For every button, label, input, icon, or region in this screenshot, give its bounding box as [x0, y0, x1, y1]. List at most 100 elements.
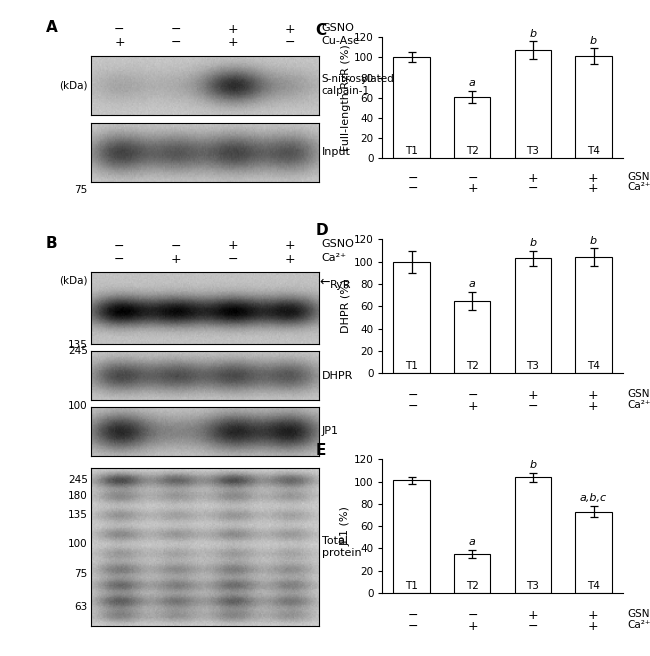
Text: +: + — [228, 23, 239, 36]
Bar — [454, 300, 491, 373]
Bar — [575, 257, 612, 373]
Bar — [393, 480, 430, 593]
Bar — [393, 58, 430, 158]
Text: S-nitrosylated
calpain-1: S-nitrosylated calpain-1 — [322, 75, 395, 96]
Text: Ca²⁺: Ca²⁺ — [322, 253, 346, 262]
Text: a: a — [469, 78, 476, 88]
Text: +: + — [467, 400, 478, 413]
Text: b: b — [590, 236, 597, 245]
Bar — [515, 258, 551, 373]
Text: E: E — [315, 443, 326, 458]
Text: +: + — [588, 389, 598, 402]
Text: −: − — [408, 400, 418, 413]
Text: +: + — [228, 239, 239, 253]
Text: +: + — [114, 36, 125, 49]
Text: 245: 245 — [68, 346, 88, 356]
Text: 245: 245 — [68, 476, 88, 485]
Text: +: + — [588, 609, 598, 622]
Text: T3: T3 — [526, 581, 539, 591]
Bar — [393, 262, 430, 373]
Bar — [454, 96, 491, 158]
Text: −: − — [171, 36, 181, 49]
Text: −: − — [114, 239, 125, 253]
Bar — [515, 477, 551, 593]
Y-axis label: Full-length RyR (%): Full-length RyR (%) — [341, 44, 351, 151]
Text: 180: 180 — [68, 491, 88, 501]
Text: −: − — [408, 182, 418, 195]
Text: C: C — [315, 23, 326, 38]
Text: 63: 63 — [75, 602, 88, 613]
Text: +: + — [588, 620, 598, 633]
Text: D: D — [315, 224, 328, 238]
Text: RyR: RyR — [330, 280, 352, 291]
Text: JP1: JP1 — [322, 426, 339, 436]
Text: 100: 100 — [68, 539, 88, 549]
Text: a: a — [469, 279, 476, 289]
Text: b: b — [529, 238, 536, 248]
Text: T3: T3 — [526, 361, 539, 371]
Text: 135: 135 — [68, 510, 88, 520]
Text: Ca²⁺: Ca²⁺ — [627, 182, 650, 192]
Y-axis label: DHPR (%): DHPR (%) — [341, 279, 351, 333]
Text: +: + — [588, 182, 598, 195]
Text: (kDa): (kDa) — [59, 80, 88, 91]
Text: −: − — [408, 389, 418, 402]
Text: −: − — [408, 620, 418, 633]
Text: −: − — [467, 609, 478, 622]
Text: (kDa): (kDa) — [59, 276, 88, 285]
Text: +: + — [285, 253, 295, 266]
Text: T2: T2 — [466, 361, 478, 371]
Text: b: b — [529, 460, 536, 470]
Bar — [454, 554, 491, 593]
Text: Input: Input — [322, 147, 350, 157]
Text: −: − — [527, 400, 538, 413]
Text: +: + — [467, 620, 478, 633]
Bar — [575, 56, 612, 158]
Text: GSNO: GSNO — [322, 239, 355, 249]
Text: b: b — [529, 29, 536, 39]
Text: −: − — [408, 173, 418, 185]
Text: b: b — [590, 36, 597, 46]
Text: −: − — [285, 36, 295, 49]
Text: ←: ← — [320, 276, 330, 289]
Text: GSNO: GSNO — [322, 23, 355, 33]
Text: −: − — [171, 23, 181, 36]
Text: +: + — [588, 400, 598, 413]
Text: T1: T1 — [405, 361, 418, 371]
Text: +: + — [527, 389, 538, 402]
Text: +: + — [467, 182, 478, 195]
Bar — [515, 51, 551, 158]
Y-axis label: JP1 (%): JP1 (%) — [341, 506, 351, 546]
Text: −: − — [527, 182, 538, 195]
Text: T4: T4 — [587, 581, 600, 591]
Text: −: − — [467, 389, 478, 402]
Text: a,b,c: a,b,c — [580, 493, 607, 503]
Text: Ca²⁺: Ca²⁺ — [627, 400, 650, 410]
Text: B: B — [46, 236, 57, 251]
Text: T2: T2 — [466, 146, 478, 156]
Text: Ca²⁺: Ca²⁺ — [627, 620, 650, 630]
Text: a: a — [469, 537, 476, 546]
Text: 75: 75 — [75, 569, 88, 579]
Text: T1: T1 — [405, 581, 418, 591]
Text: T3: T3 — [526, 146, 539, 156]
Bar — [575, 512, 612, 593]
Text: DHPR: DHPR — [322, 371, 353, 380]
Text: +: + — [527, 609, 538, 622]
Text: −: − — [467, 173, 478, 185]
Text: 75: 75 — [75, 185, 88, 195]
Text: −: − — [171, 239, 181, 253]
Text: +: + — [285, 23, 295, 36]
Text: Cu-Asc: Cu-Asc — [322, 36, 360, 46]
Text: −: − — [527, 620, 538, 633]
Text: 135: 135 — [68, 340, 88, 350]
Text: GSNO: GSNO — [627, 609, 650, 619]
Text: −: − — [114, 253, 125, 266]
Text: T2: T2 — [466, 581, 478, 591]
Text: 100: 100 — [68, 401, 88, 411]
Text: T4: T4 — [587, 146, 600, 156]
Text: −: − — [228, 253, 239, 266]
Text: −: − — [408, 609, 418, 622]
Text: −: − — [114, 23, 125, 36]
Text: +: + — [171, 253, 181, 266]
